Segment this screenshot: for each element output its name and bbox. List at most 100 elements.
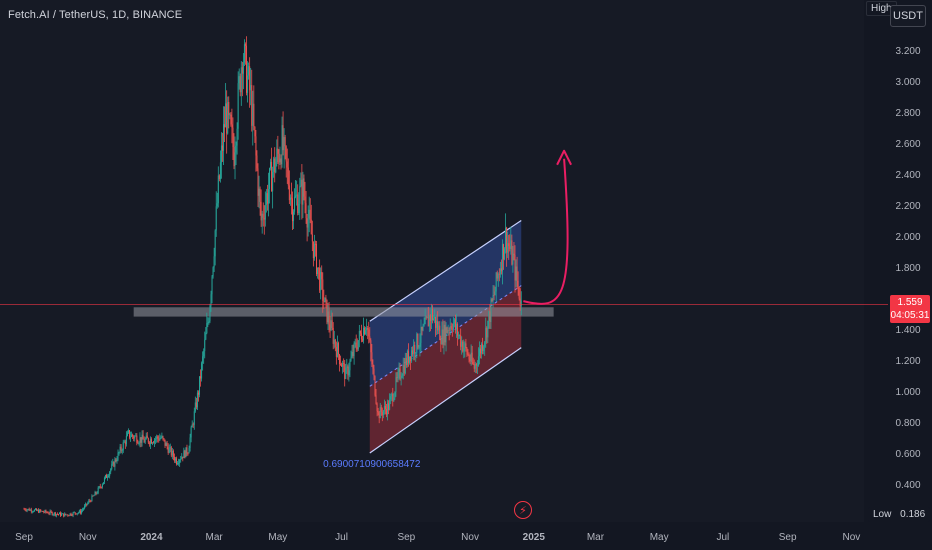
- candle-body: [101, 484, 103, 488]
- candle-body: [41, 511, 43, 512]
- candle-body: [296, 194, 298, 196]
- candle-body: [478, 348, 480, 357]
- candle-body: [187, 453, 189, 455]
- price-scale-panel[interactable]: [864, 0, 932, 550]
- candle-body: [515, 266, 517, 281]
- candle-body: [242, 62, 244, 74]
- candle-body: [56, 513, 58, 515]
- candle-body: [360, 333, 362, 340]
- candle-body: [504, 248, 506, 260]
- x-tick-label: Nov: [461, 532, 479, 543]
- x-tick-label: Sep: [779, 532, 797, 543]
- candle-body: [89, 500, 91, 502]
- candle-body: [303, 178, 305, 197]
- candle-body: [513, 253, 515, 255]
- candle-body: [235, 145, 237, 153]
- candle-body: [427, 316, 429, 327]
- candle-body: [493, 295, 495, 296]
- candle-body: [390, 396, 392, 400]
- candle-body: [469, 359, 471, 362]
- candle-body: [348, 370, 350, 376]
- candle-body: [326, 299, 328, 323]
- candle-body: [376, 403, 378, 412]
- candle-body: [239, 76, 241, 93]
- candle-body: [411, 350, 413, 361]
- candle-body: [412, 350, 414, 354]
- candle-body: [306, 218, 308, 228]
- candle-body: [31, 511, 33, 513]
- candle-body: [511, 240, 513, 265]
- x-tick-label: May: [650, 532, 669, 543]
- candle-body: [216, 203, 218, 207]
- candle-body: [375, 395, 377, 404]
- y-tick-label: 0.600: [895, 449, 920, 460]
- candle-body: [219, 162, 221, 180]
- candle-body: [224, 124, 226, 128]
- candle-body: [34, 508, 36, 510]
- candle-body: [447, 330, 449, 333]
- candle-body: [359, 330, 361, 334]
- candle-body: [512, 253, 514, 265]
- candle-body: [293, 211, 295, 222]
- x-tick-label: Nov: [79, 532, 97, 543]
- candle-body: [368, 329, 370, 337]
- candle-body: [449, 326, 451, 331]
- candles: [23, 36, 522, 518]
- x-tick-label: 2024: [140, 532, 163, 543]
- candle-body: [112, 461, 114, 465]
- candle-body: [337, 343, 339, 355]
- y-tick-label: 2.800: [895, 108, 920, 119]
- lightning-icon[interactable]: ⚡: [514, 501, 532, 519]
- candle-body: [177, 463, 179, 465]
- candle-body: [183, 450, 185, 459]
- candle-body: [193, 411, 195, 425]
- candle-body: [133, 436, 135, 439]
- candle-body: [132, 434, 134, 437]
- candle-body: [51, 512, 53, 515]
- candle-body: [252, 103, 254, 126]
- candle-body: [507, 243, 509, 253]
- candle-body: [363, 327, 365, 341]
- candle-body: [433, 318, 435, 321]
- candle-body: [385, 409, 387, 415]
- candle-body: [171, 450, 173, 456]
- candle-body: [405, 358, 407, 365]
- candle-body: [236, 128, 238, 146]
- candle-body: [350, 357, 352, 361]
- candle-body: [66, 514, 68, 516]
- candle-body: [391, 393, 393, 397]
- candle-body: [274, 158, 276, 173]
- candle-body: [100, 486, 102, 488]
- candle-body: [141, 434, 143, 443]
- candle-body: [77, 512, 79, 514]
- candle-body: [62, 513, 64, 515]
- symbol-title[interactable]: Fetch.AI / TetherUS, 1D, BINANCE: [8, 9, 183, 21]
- candle-body: [305, 203, 307, 219]
- candle-body: [341, 364, 343, 367]
- x-tick-label: Mar: [587, 532, 605, 543]
- candle-body: [302, 178, 304, 205]
- currency-button[interactable]: USDT: [890, 5, 926, 27]
- candle-body: [54, 512, 56, 516]
- candle-body: [55, 513, 57, 516]
- candle-body: [24, 508, 26, 510]
- candle-body: [108, 475, 110, 477]
- time-scale-panel[interactable]: [0, 522, 932, 550]
- candle-body: [457, 323, 459, 336]
- candle-body: [496, 272, 498, 279]
- candle-body: [426, 316, 428, 319]
- candle-body: [168, 448, 170, 453]
- candle-body: [382, 410, 384, 416]
- candle-body: [313, 243, 315, 259]
- overlays[interactable]: [0, 149, 888, 305]
- candle-body: [474, 364, 476, 369]
- last-price: 1.559: [897, 297, 923, 308]
- candle-body: [404, 358, 406, 374]
- candle-body: [30, 509, 32, 512]
- candle-body: [127, 430, 129, 433]
- candle-body: [310, 219, 312, 235]
- candle-body: [393, 397, 395, 402]
- candle-body: [192, 424, 194, 426]
- candle-body: [116, 460, 118, 462]
